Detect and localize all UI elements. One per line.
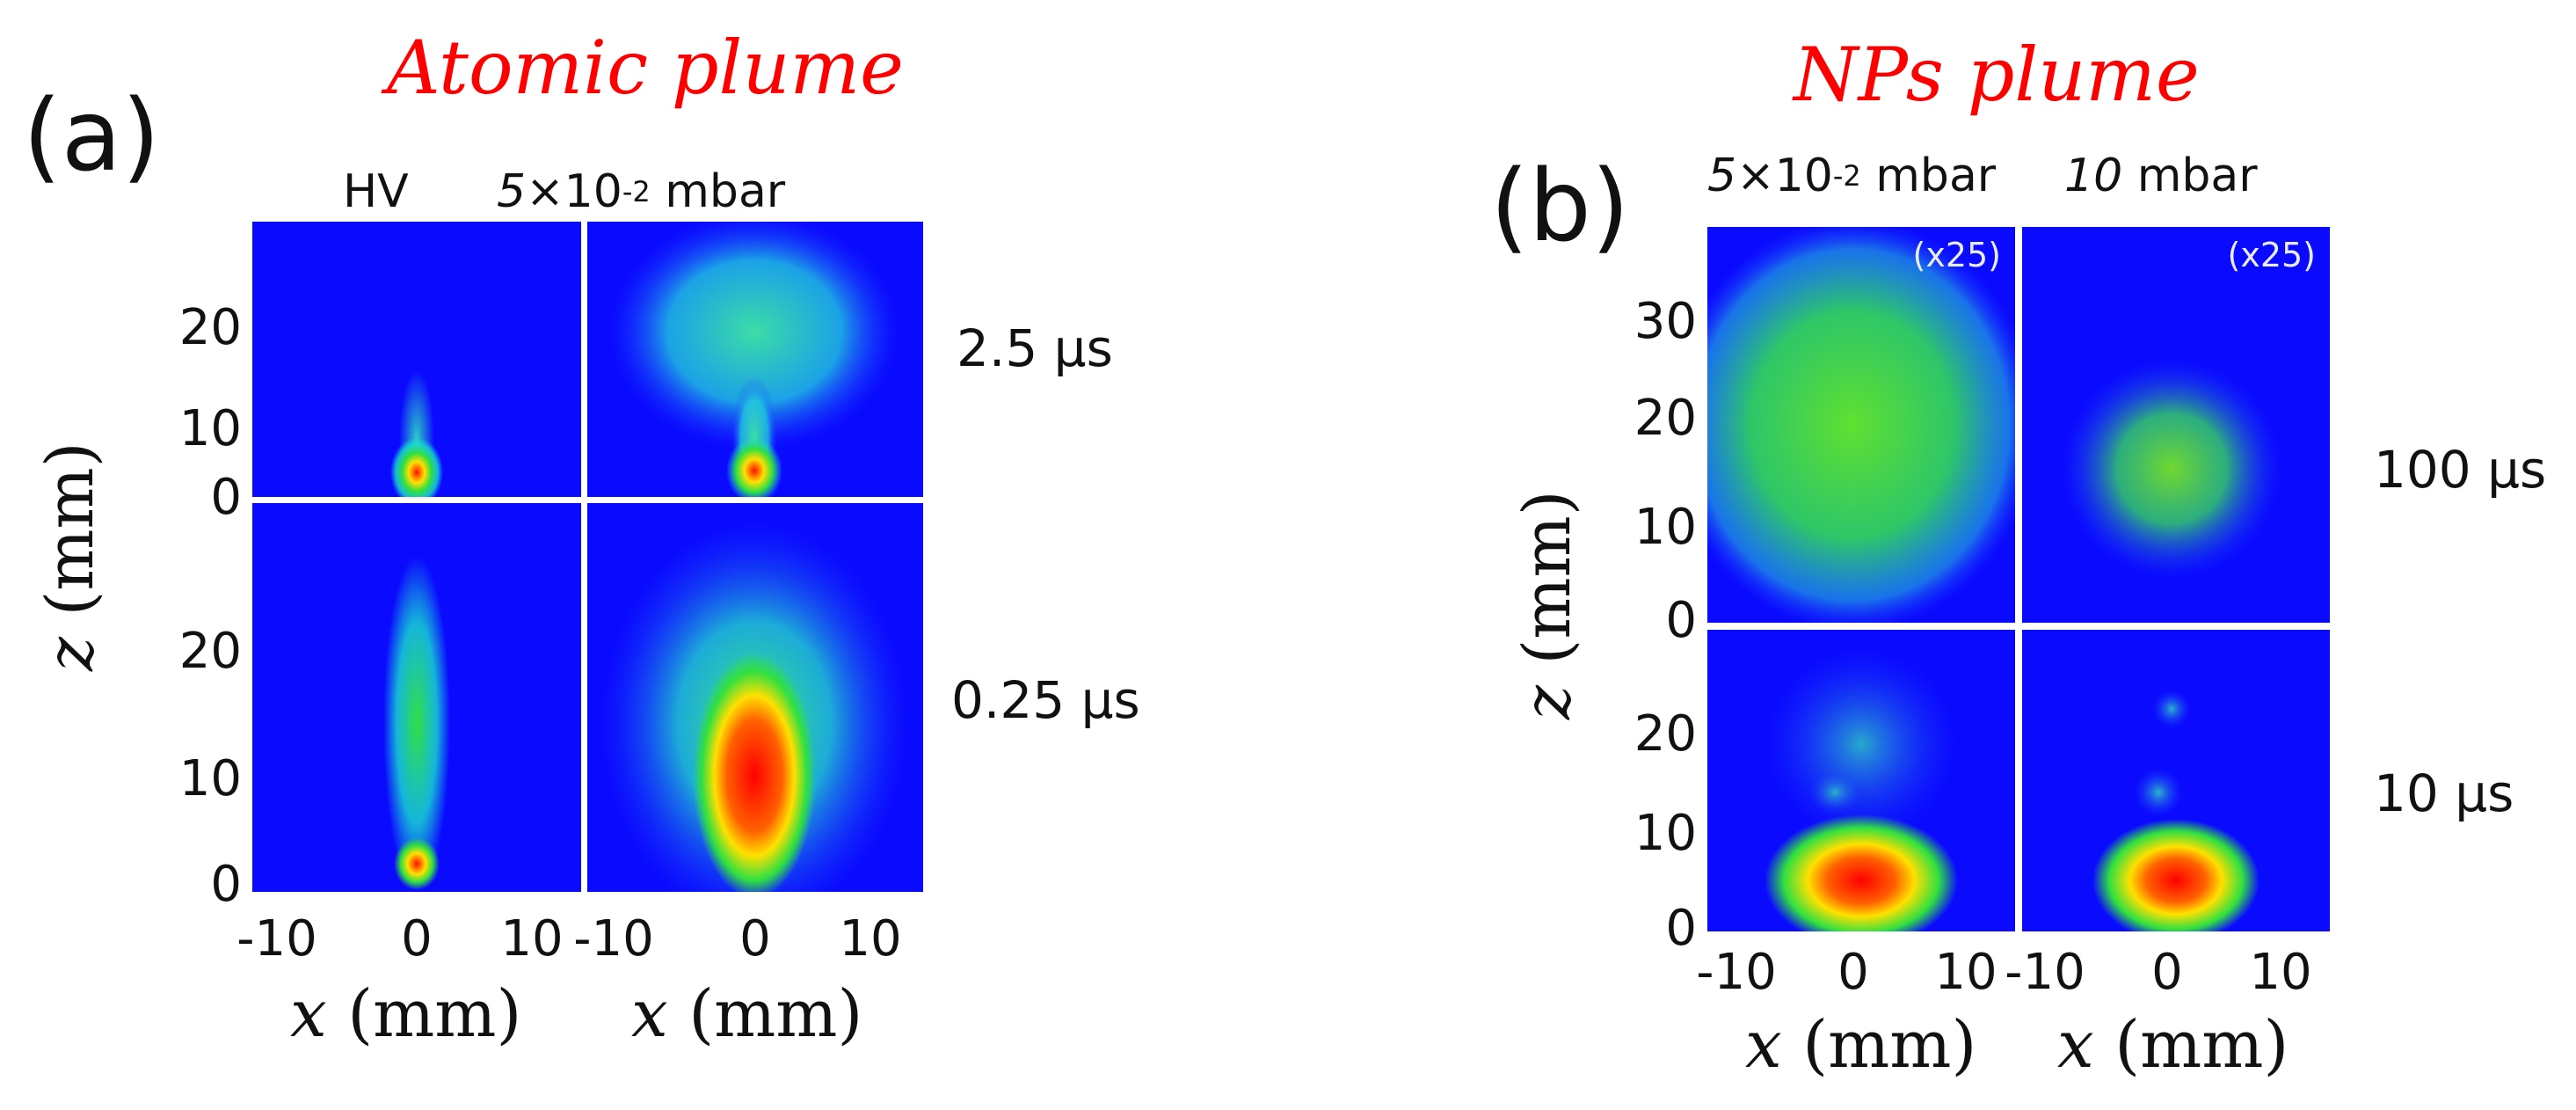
b-ytick: 30 <box>1634 293 1697 350</box>
b-ytick: 0 <box>1665 592 1697 649</box>
panel-a-label: (a) <box>23 79 161 194</box>
a-pressure-0p25us-image <box>587 503 923 892</box>
b-xtick: 0 <box>1837 944 1869 1001</box>
b-y-axis-label: z (mm) <box>1510 490 1585 719</box>
b-xtick: 0 <box>2151 944 2183 1001</box>
b-col-low-pressure-header: 5×10-2 mbar <box>1707 150 1997 202</box>
b-x-axis-label-left: x (mm) <box>1745 1007 1977 1083</box>
b-time-label: 100 μs <box>2374 440 2547 500</box>
a-time-label: 2.5 μs <box>957 318 1113 378</box>
a-ytick: 0 <box>210 469 242 526</box>
b-ytick: 0 <box>1665 900 1697 957</box>
b-low-pressure-10us-image <box>1707 630 2015 931</box>
atomic-plume-title: Atomic plume <box>387 25 904 111</box>
b-ytick: 10 <box>1634 499 1697 556</box>
a-col-hv-header: HV <box>343 165 409 218</box>
b-time-label: 10 μs <box>2374 763 2514 823</box>
a-xtick: -10 <box>236 910 317 968</box>
a-ytick: 20 <box>178 299 242 356</box>
a-xtick: 0 <box>739 910 771 968</box>
b-low-pressure-100us-image: (x25) <box>1707 227 2015 623</box>
b-10mbar-10us-image <box>2022 630 2330 931</box>
a-hv-0p25us-image <box>252 503 581 892</box>
b-scale-factor-label: (x25) <box>1912 236 2002 274</box>
a-xtick: 10 <box>500 910 564 968</box>
b-col-10mbar-header: 10 mbar <box>2064 150 2258 202</box>
b-ytick: 20 <box>1634 705 1697 763</box>
b-xtick: -10 <box>1696 944 1777 1001</box>
a-pressure-2p5us-image <box>587 222 923 497</box>
a-ytick: 0 <box>210 856 242 913</box>
a-ytick: 10 <box>178 400 242 457</box>
nps-plume-title: NPs plume <box>1794 32 2200 118</box>
b-ytick: 10 <box>1634 805 1697 862</box>
b-x-axis-label-right: x (mm) <box>2057 1007 2289 1083</box>
a-ytick: 20 <box>178 623 242 680</box>
b-xtick: 10 <box>1934 944 1997 1001</box>
a-ytick: 10 <box>178 750 242 807</box>
a-y-axis-label: z (mm) <box>33 442 108 671</box>
a-xtick: 0 <box>401 910 433 968</box>
a-time-label: 0.25 μs <box>951 670 1140 730</box>
b-scale-factor-label: (x25) <box>2227 236 2317 274</box>
a-col-pressure-header: 5×10-2 mbar <box>497 165 786 218</box>
a-x-axis-label-right: x (mm) <box>631 976 863 1052</box>
a-hv-2p5us-image <box>252 222 581 497</box>
a-x-axis-label-left: x (mm) <box>290 976 522 1052</box>
b-10mbar-100us-image: (x25) <box>2022 227 2330 623</box>
b-xtick: -10 <box>2005 944 2085 1001</box>
a-xtick: -10 <box>573 910 654 968</box>
panel-b-label: (b) <box>1490 150 1630 264</box>
b-xtick: 10 <box>2249 944 2312 1001</box>
a-xtick: 10 <box>839 910 902 968</box>
b-ytick: 20 <box>1634 390 1697 447</box>
